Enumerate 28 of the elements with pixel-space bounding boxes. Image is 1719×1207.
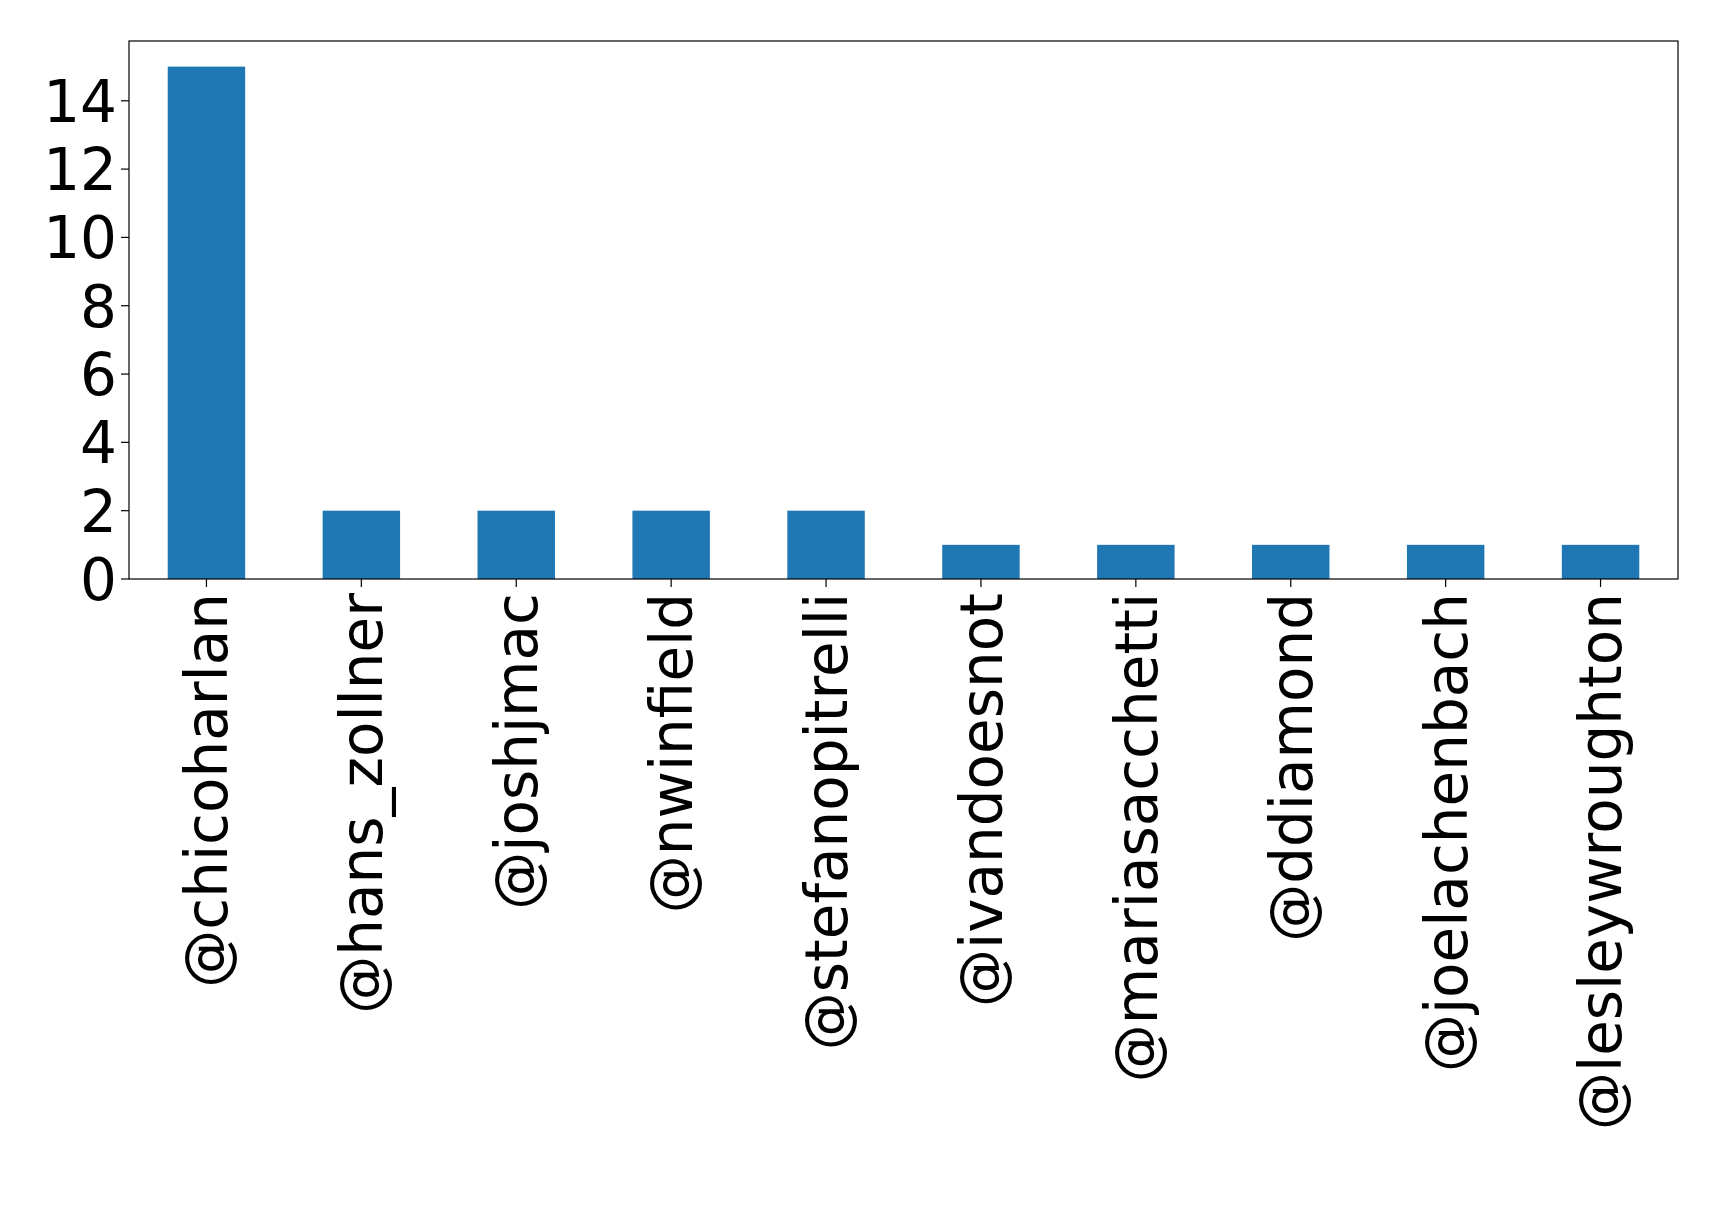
x-tick-label: @mariasacchetti <box>1102 593 1171 1083</box>
bar <box>632 510 710 579</box>
x-tick-label: @lesleywroughton <box>1567 593 1636 1130</box>
x-tick-label: @nwinfield <box>638 593 707 914</box>
y-tick-label: 0 <box>80 545 117 614</box>
y-tick-label: 14 <box>43 67 117 136</box>
x-tick-label: @joshjmac <box>483 593 552 910</box>
bar <box>477 510 555 579</box>
x-tick-label: @ddiamond <box>1257 593 1326 942</box>
bar <box>322 510 401 579</box>
x-tick-label: @joelachenbach <box>1412 593 1481 1073</box>
y-tick-label: 4 <box>80 409 117 478</box>
y-tick-label: 2 <box>80 477 117 546</box>
x-tick-label: @stefanopitrelli <box>792 593 861 1051</box>
y-tick-label: 8 <box>80 272 117 341</box>
bar <box>942 544 1020 579</box>
y-tick-label: 10 <box>43 204 117 273</box>
bar <box>1561 544 1640 579</box>
bar <box>1097 544 1175 579</box>
x-tick-label: @chicoharlan <box>173 593 242 988</box>
bar <box>167 66 246 579</box>
bar <box>1252 544 1330 579</box>
bar <box>1406 544 1485 579</box>
y-tick-label: 6 <box>80 340 117 409</box>
bar <box>787 510 865 579</box>
y-tick-label: 12 <box>43 135 117 204</box>
x-tick-label: @hans_zollner <box>328 592 397 1014</box>
x-tick-label: @ivandoesnot <box>947 593 1016 1007</box>
